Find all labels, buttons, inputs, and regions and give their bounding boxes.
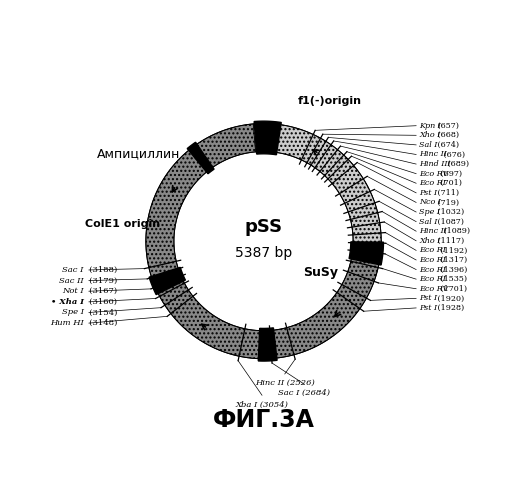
Text: (1117): (1117) [435,237,464,245]
Text: Hinc II (2526): Hinc II (2526) [255,380,315,388]
Text: Hinc II: Hinc II [419,227,447,235]
Text: Not I: Not I [62,287,84,295]
Text: (3154): (3154) [84,308,117,316]
Polygon shape [258,328,277,361]
Text: Xba I (3054): Xba I (3054) [235,400,288,408]
Text: (1928): (1928) [435,304,464,312]
Polygon shape [187,142,214,174]
Text: (711): (711) [435,189,459,197]
Text: Sac I: Sac I [62,266,84,274]
Polygon shape [149,268,185,294]
Text: Nco I: Nco I [419,198,441,206]
Text: (3167): (3167) [84,287,117,295]
Text: (3179): (3179) [84,276,117,284]
Text: Kpn I: Kpn I [419,122,441,130]
Text: (1089): (1089) [442,227,471,235]
Text: (1087): (1087) [435,218,464,226]
Text: • Xha I: • Xha I [51,298,84,306]
Text: Eco RI: Eco RI [419,266,446,274]
Polygon shape [349,242,384,265]
Text: ФИГ.3А: ФИГ.3А [213,408,314,432]
Text: (1920): (1920) [435,294,464,302]
Text: (689): (689) [445,160,469,168]
Polygon shape [146,124,380,359]
Text: Eco RI: Eco RI [419,246,446,254]
Text: Spe I: Spe I [61,308,84,316]
Text: (3188): (3188) [84,266,117,274]
Text: Ампициллин: Ампициллин [96,148,180,160]
Text: Pst I: Pst I [419,189,437,197]
Text: Xho I: Xho I [419,132,441,140]
Text: (697): (697) [439,170,462,177]
Text: Eco RV: Eco RV [419,284,449,292]
Text: (3148): (3148) [84,319,117,327]
Text: Hinc II: Hinc II [419,150,447,158]
Text: (701): (701) [439,180,462,188]
Text: (676): (676) [442,150,466,158]
Text: (1396): (1396) [439,266,468,274]
Text: Sac I (2684): Sac I (2684) [278,389,330,397]
Text: Sal I: Sal I [419,218,437,226]
Text: pSS: pSS [244,218,282,236]
Text: Hind III: Hind III [419,160,451,168]
Text: (1535): (1535) [439,275,468,283]
Text: Eco RI: Eco RI [419,275,446,283]
Text: (674): (674) [435,141,459,149]
Text: 5387 bp: 5387 bp [235,246,292,260]
Text: (1032): (1032) [435,208,464,216]
Text: Spe I: Spe I [419,208,440,216]
Text: (668): (668) [435,132,459,140]
Text: (3160): (3160) [84,298,116,306]
Text: Eco RV: Eco RV [419,170,449,177]
Text: Eco RI: Eco RI [419,256,446,264]
Text: Sac II: Sac II [59,276,84,284]
Text: Hum HI: Hum HI [50,319,84,327]
Text: Xho I: Xho I [419,237,441,245]
Text: (1317): (1317) [439,256,468,264]
Text: Eco RI: Eco RI [419,180,446,188]
Text: (1192): (1192) [439,246,468,254]
Polygon shape [254,121,281,155]
Text: f1(-)origin: f1(-)origin [298,96,362,106]
Polygon shape [253,124,381,258]
Text: (719): (719) [435,198,459,206]
Text: Pst I: Pst I [419,294,437,302]
Text: SuSy: SuSy [303,266,338,280]
Text: Sal I: Sal I [419,141,437,149]
Text: Pst I: Pst I [419,304,437,312]
Text: (1701): (1701) [439,284,468,292]
Text: (657): (657) [435,122,459,130]
Text: ColE1 origin: ColE1 origin [85,220,160,230]
